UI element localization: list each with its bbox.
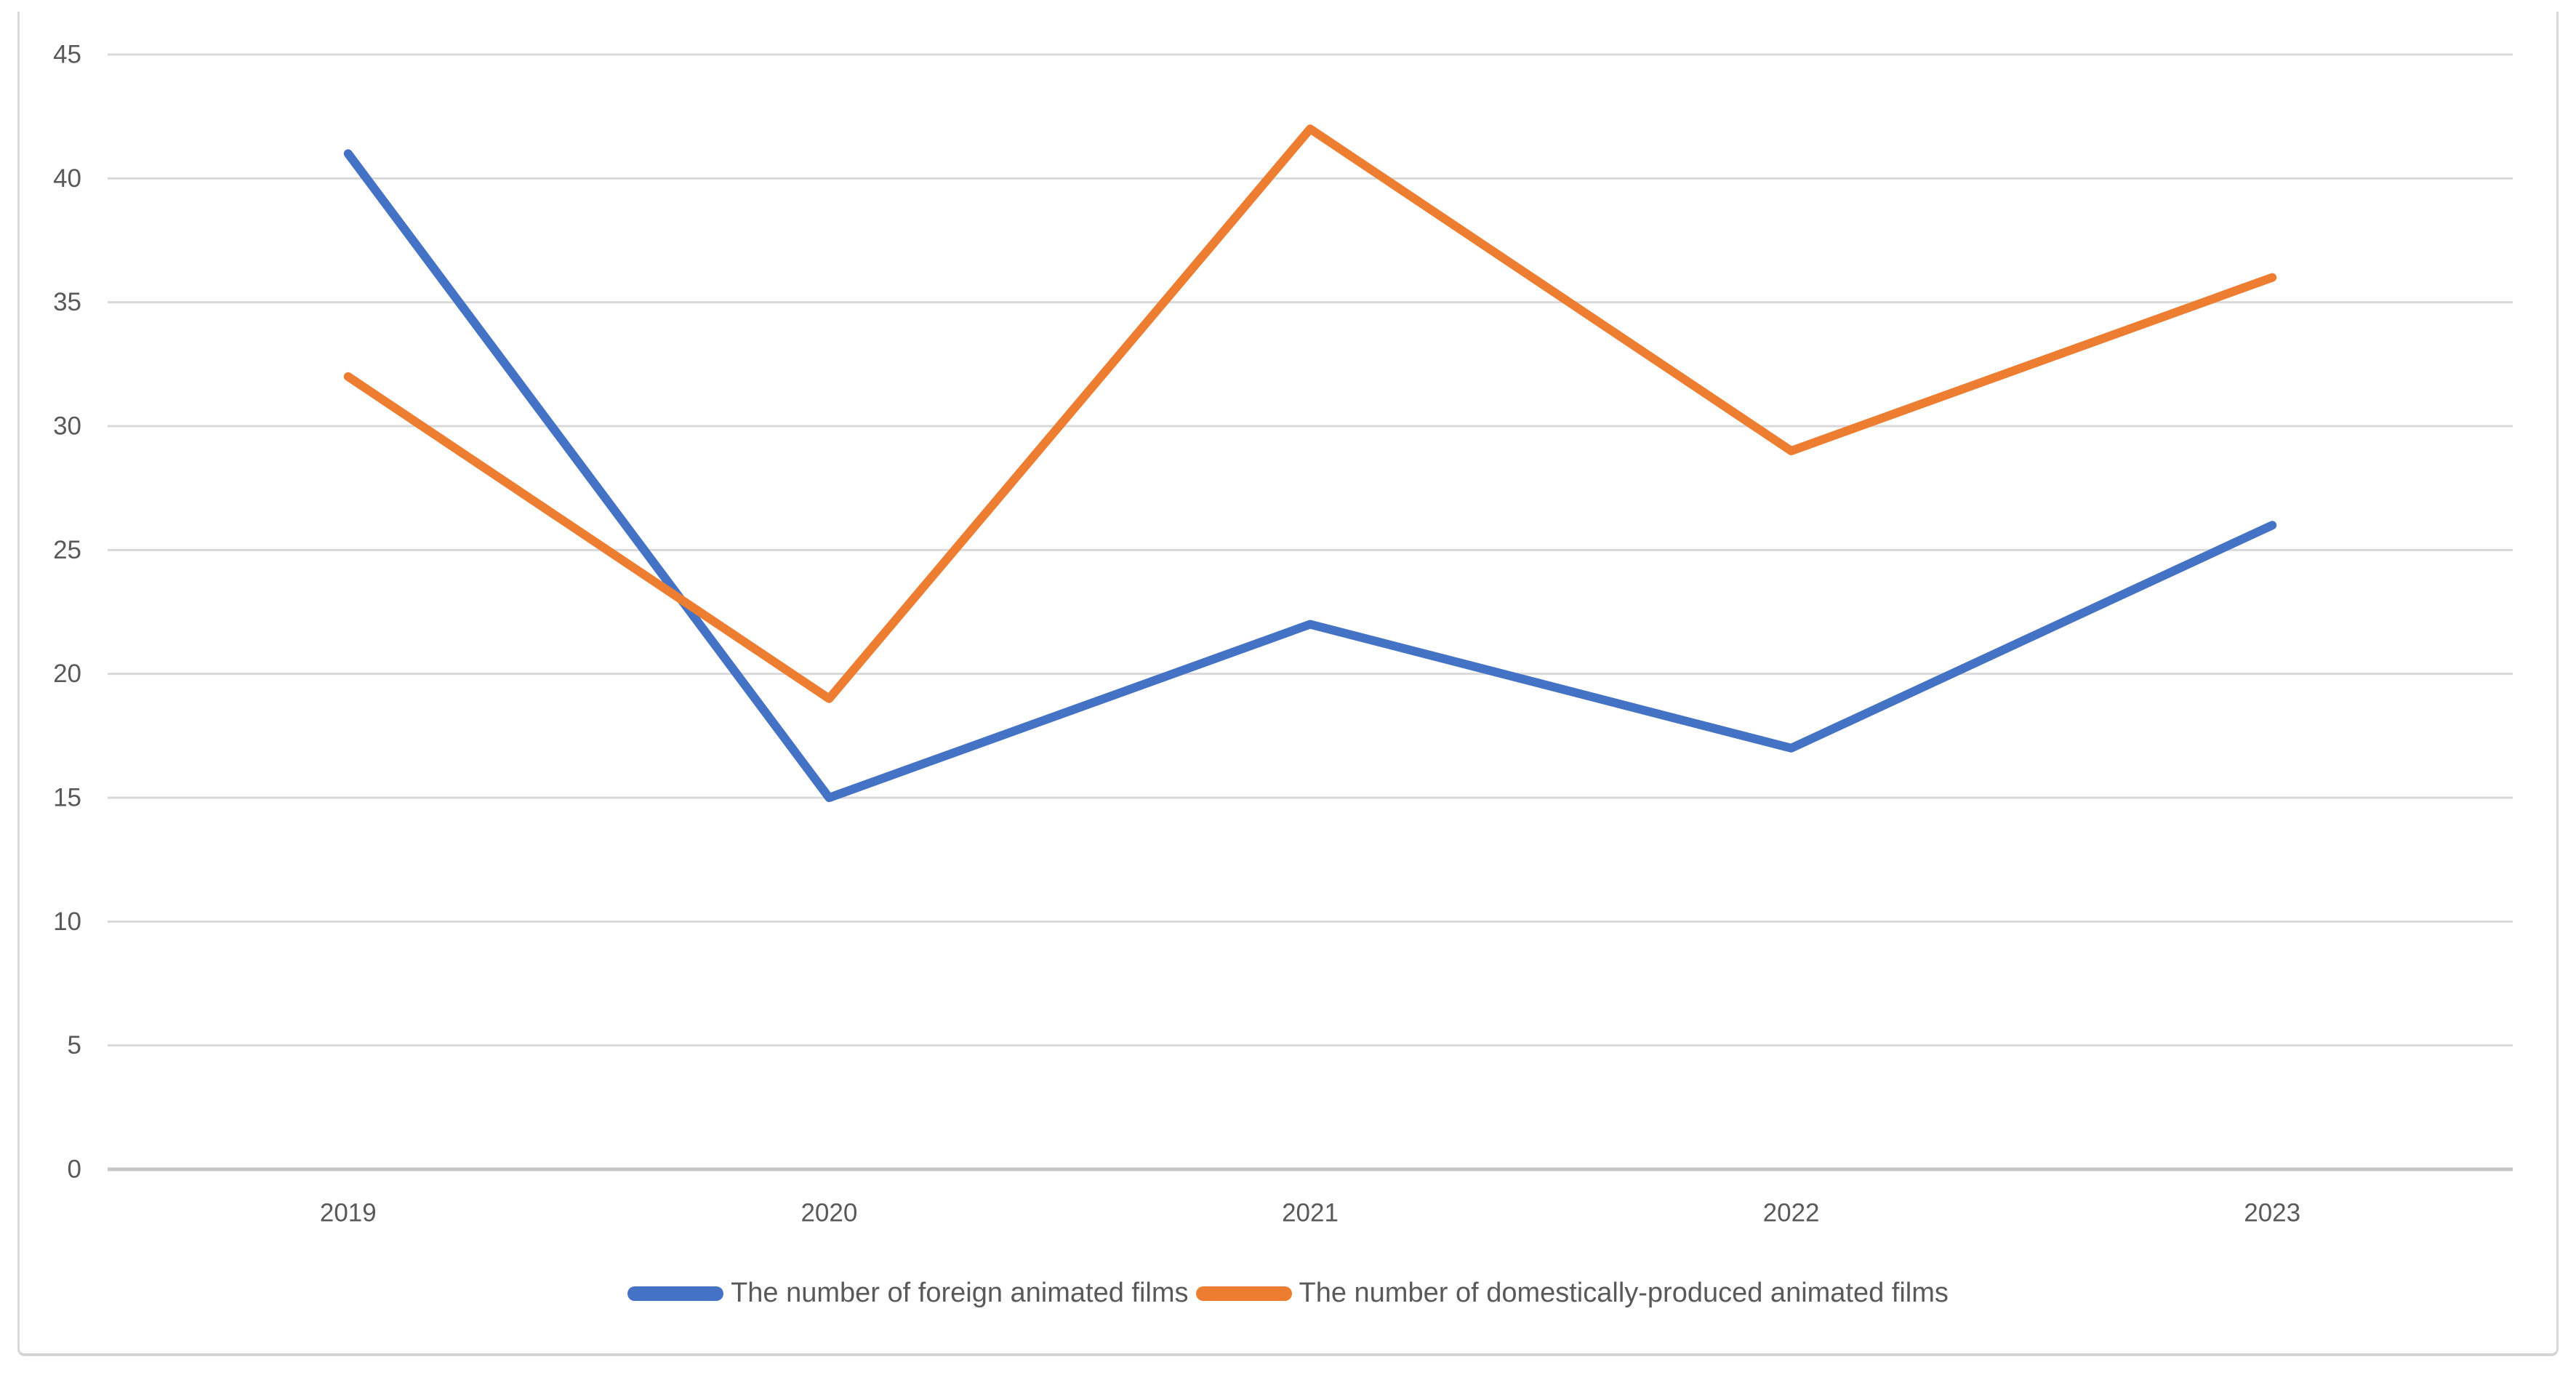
chart-legend: The number of foreign animated films The … bbox=[0, 1277, 2576, 1310]
x-tick-label: 2021 bbox=[1282, 1199, 1339, 1227]
y-tick-label: 0 bbox=[68, 1155, 81, 1184]
y-tick-label: 5 bbox=[68, 1031, 81, 1059]
series-line-0 bbox=[343, 149, 2277, 802]
y-tick-label: 15 bbox=[53, 784, 81, 812]
legend-item-0: The number of foreign animated films bbox=[627, 1277, 1189, 1310]
y-tick-label: 10 bbox=[53, 908, 81, 936]
y-tick-label: 20 bbox=[53, 660, 81, 688]
x-tick-label: 2019 bbox=[320, 1199, 377, 1227]
legend-marker-icon bbox=[627, 1286, 724, 1301]
y-tick-label: 35 bbox=[53, 288, 81, 316]
y-tick-label: 30 bbox=[53, 412, 81, 441]
x-tick-label: 2022 bbox=[1763, 1199, 1820, 1227]
legend-label: The number of domestically-produced anim… bbox=[1299, 1278, 1949, 1308]
y-tick-label: 40 bbox=[53, 164, 81, 193]
legend-label: The number of foreign animated films bbox=[731, 1278, 1189, 1308]
x-tick-label: 2023 bbox=[2244, 1199, 2300, 1227]
y-tick-label: 25 bbox=[53, 536, 81, 564]
x-tick-label: 2020 bbox=[801, 1199, 857, 1227]
series-line-1 bbox=[343, 124, 2277, 703]
legend-item-1: The number of domestically-produced anim… bbox=[1195, 1277, 1949, 1310]
legend-marker-icon bbox=[1195, 1286, 1292, 1301]
y-tick-label: 45 bbox=[53, 41, 81, 69]
